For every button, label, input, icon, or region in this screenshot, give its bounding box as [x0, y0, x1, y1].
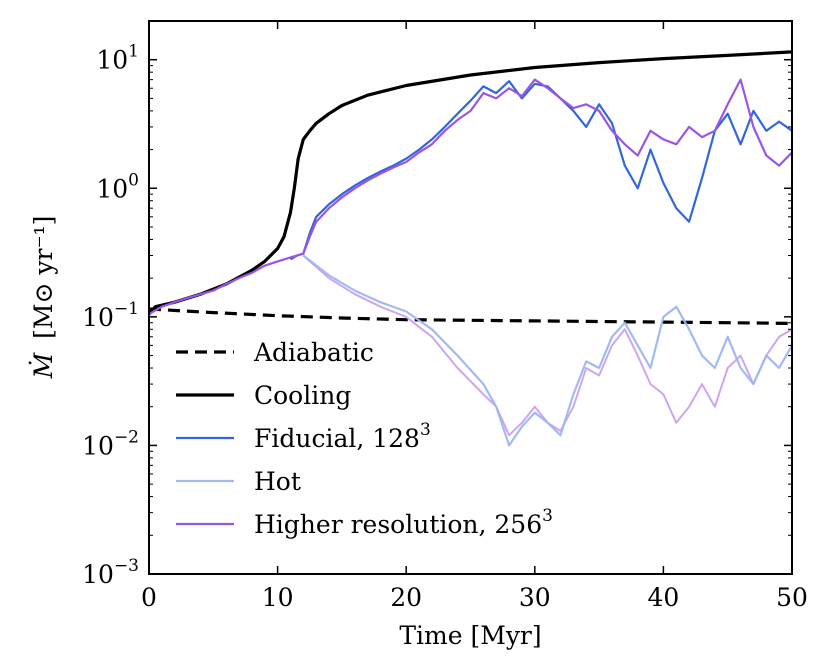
legend-label-hot: Hot	[254, 467, 301, 496]
x-tick-label: 10	[262, 583, 294, 612]
plot-frame	[148, 20, 793, 575]
legend-label-cooling: Cooling	[254, 381, 351, 410]
x-tick-label: 40	[647, 583, 679, 612]
svg-text:Ṁ [M⊙ yr⁻¹]: Ṁ [M⊙ yr⁻¹]	[29, 216, 58, 380]
series-line-highres	[149, 78, 792, 316]
x-tick-label: 0	[141, 583, 157, 612]
x-axis-label: Time [Myr]	[399, 621, 541, 650]
legend-label-highres: Higher resolution, 2563	[254, 506, 553, 539]
legend-label-adiabatic: Adiabatic	[253, 338, 374, 367]
y-axis-label-symbol: Ṁ	[29, 351, 58, 379]
legend: Adiabatic Cooling Fiducial, 1283 Hot Higher …	[176, 338, 553, 539]
legend-label-fiducial: Fiducial, 1283	[254, 420, 431, 453]
y-tick-label: 100	[96, 170, 139, 203]
y-axis-label: Ṁ [M⊙ yr⁻¹]	[29, 216, 58, 380]
x-tick-label: 20	[390, 583, 422, 612]
series-line-hot	[302, 254, 792, 447]
y-tick-label: 101	[96, 42, 139, 75]
y-axis-label-units: [M⊙ yr⁻¹]	[29, 216, 58, 339]
x-tick-label: 50	[776, 583, 808, 612]
x-tick-label: 30	[519, 583, 551, 612]
series-layer	[149, 50, 792, 447]
ticks-layer: 0 10 20 30 40 50 101 100 10−1 10−2 10−3	[82, 21, 808, 612]
y-tick-label: 10−2	[82, 427, 139, 460]
y-tick-label: 10−3	[82, 556, 139, 589]
y-tick-label: 10−1	[82, 299, 139, 332]
series-line-adiabatic	[149, 307, 792, 325]
series-line-highres_lower	[302, 254, 792, 437]
series-line-fiducial	[289, 80, 792, 261]
